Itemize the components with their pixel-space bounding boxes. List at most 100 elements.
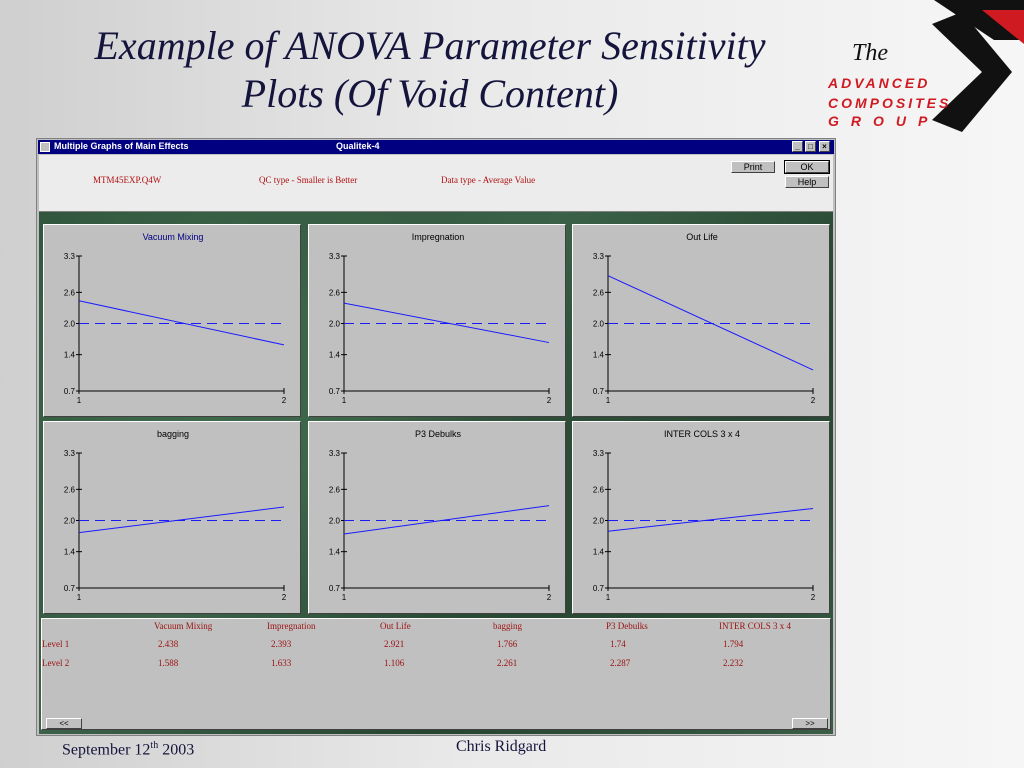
y-tick-label: 0.7 [593, 387, 605, 396]
logo-line-group: GROUP [828, 113, 940, 129]
y-tick-label: 1.4 [329, 351, 341, 360]
slide-title-line2: Plots (Of Void Content) [241, 71, 619, 116]
table-cell: 2.921 [384, 639, 405, 649]
y-tick-label: 2.6 [329, 288, 341, 297]
window-title-bar[interactable]: Multiple Graphs of Main Effects Qualitek… [38, 140, 834, 154]
table-cell: 1.794 [723, 639, 744, 649]
results-table: Vacuum Mixing Impregnation Out Life bagging… [41, 618, 831, 730]
window-title: Multiple Graphs of Main Effects [54, 141, 189, 151]
table-header: Vacuum Mixing [154, 621, 213, 631]
table-header: Out Life [380, 621, 411, 631]
y-tick-label: 2.0 [64, 517, 76, 526]
y-tick-label: 1.4 [329, 548, 341, 557]
footer-date-suffix: th [150, 740, 159, 751]
advanced-composites-group-logo [932, 0, 1024, 132]
scroll-left-button[interactable]: << [46, 718, 82, 729]
x-tick-label: 2 [547, 593, 552, 602]
footer-date-year: 2003 [158, 741, 195, 759]
y-tick-label: 2.6 [593, 485, 605, 494]
footer-date-prefix: September 12 [62, 741, 151, 759]
y-tick-label: 3.3 [64, 252, 76, 261]
slide-title-line1: Example of ANOVA Parameter Sensitivity [94, 23, 766, 68]
y-tick-label: 0.7 [64, 387, 76, 396]
effect-line [343, 505, 550, 535]
main-effect-chart: P3 Debulks 3.3 2.6 2.0 1.4 0.71 2 [329, 429, 552, 602]
close-button[interactable]: × [819, 141, 830, 152]
y-tick-label: 2.6 [329, 485, 341, 494]
table-header: P3 Debulks [606, 621, 648, 631]
scroll-right-button[interactable]: >> [792, 718, 828, 729]
effect-line [78, 506, 285, 534]
x-tick-label: 1 [606, 396, 611, 405]
x-tick-label: 2 [547, 396, 552, 405]
chart-title: Out Life [686, 232, 718, 242]
chart-title: Vacuum Mixing [143, 232, 204, 242]
y-tick-label: 0.7 [329, 584, 341, 593]
y-tick-label: 0.7 [64, 584, 76, 593]
effect-line [607, 275, 814, 371]
app-icon[interactable] [40, 142, 50, 152]
table-header: bagging [493, 621, 522, 631]
y-tick-label: 1.4 [64, 548, 76, 557]
logo-the: The [852, 40, 888, 66]
minimize-button[interactable]: _ [792, 141, 803, 152]
main-effect-chart: Impregnation 3.3 2.6 2.0 1.4 0.71 2 [329, 232, 552, 405]
qc-type: QC type - Smaller is Better [259, 175, 358, 185]
main-effects-window: Multiple Graphs of Main Effects Qualitek… [36, 138, 836, 736]
slide-title: Example of ANOVA Parameter Sensitivity P… [0, 22, 860, 118]
y-tick-label: 2.6 [64, 485, 76, 494]
chart-title: bagging [157, 429, 189, 439]
effect-line [343, 302, 550, 344]
x-tick-label: 1 [342, 396, 347, 405]
graphs-area: Vacuum Mixing 3.3 2.6 2.0 1.4 0.7 1 2 Impregnati… [39, 212, 833, 734]
main-effect-chart: Vacuum Mixing 3.3 2.6 2.0 1.4 0.71 2 [64, 232, 287, 405]
y-tick-label: 2.0 [64, 320, 76, 329]
info-panel: MTM45EXP.Q4W QC type - Smaller is Better… [39, 155, 833, 212]
graph-panel: Vacuum Mixing 3.3 2.6 2.0 1.4 0.7 1 2 [43, 224, 301, 417]
x-tick-label: 2 [282, 593, 287, 602]
x-tick-label: 1 [606, 593, 611, 602]
help-button[interactable]: Help [785, 176, 829, 188]
effect-line [607, 507, 814, 532]
y-tick-label: 1.4 [593, 548, 605, 557]
y-tick-label: 3.3 [329, 449, 341, 458]
y-tick-label: 3.3 [593, 252, 605, 261]
y-tick-label: 3.3 [329, 252, 341, 261]
y-tick-label: 2.0 [593, 320, 605, 329]
graph-panel: bagging 3.3 2.6 2.0 1.4 0.7 1 2 [43, 421, 301, 614]
graph-panel: Impregnation 3.3 2.6 2.0 1.4 0.7 1 2 [308, 224, 566, 417]
table-cell: 1.106 [384, 658, 405, 668]
y-tick-label: 3.3 [64, 449, 76, 458]
table-cell: 2.261 [497, 658, 518, 668]
table-header: INTER COLS 3 x 4 [719, 621, 791, 631]
table-cell: 2.438 [158, 639, 179, 649]
main-effect-chart: Out Life 3.3 2.6 2.0 1.4 0.71 2 [593, 232, 816, 405]
y-tick-label: 3.3 [593, 449, 605, 458]
effect-line [78, 300, 285, 346]
chart-title: Impregnation [412, 232, 465, 242]
y-tick-label: 2.0 [329, 517, 341, 526]
maximize-button[interactable]: □ [805, 141, 816, 152]
print-button[interactable]: Print [731, 161, 775, 173]
ok-button[interactable]: OK [784, 160, 830, 174]
logo-line-advanced: ADVANCED [828, 75, 931, 91]
x-tick-label: 1 [77, 593, 82, 602]
x-tick-label: 2 [811, 593, 816, 602]
table-cell: 2.287 [610, 658, 631, 668]
logo-red-shape [982, 10, 1024, 44]
graph-panel: INTER COLS 3 x 4 3.3 2.6 2.0 1.4 0.7 1 2 [572, 421, 830, 614]
y-tick-label: 1.4 [593, 351, 605, 360]
y-tick-label: 2.0 [329, 320, 341, 329]
x-tick-label: 1 [342, 593, 347, 602]
table-cell: 1.766 [497, 639, 518, 649]
logo-chevron-shape [932, 12, 1012, 132]
main-effect-chart: INTER COLS 3 x 4 3.3 2.6 2.0 1.4 0.71 2 [593, 429, 816, 602]
y-tick-label: 2.0 [593, 517, 605, 526]
table-row-label: Level 2 [42, 658, 70, 668]
graph-panel: P3 Debulks 3.3 2.6 2.0 1.4 0.7 1 2 [308, 421, 566, 614]
table-cell: 2.232 [723, 658, 744, 668]
y-tick-label: 0.7 [593, 584, 605, 593]
table-cell: 1.588 [158, 658, 179, 668]
logo-line-composites: COMPOSITES [828, 95, 952, 111]
main-effect-chart: bagging 3.3 2.6 2.0 1.4 0.71 2 [64, 429, 287, 602]
